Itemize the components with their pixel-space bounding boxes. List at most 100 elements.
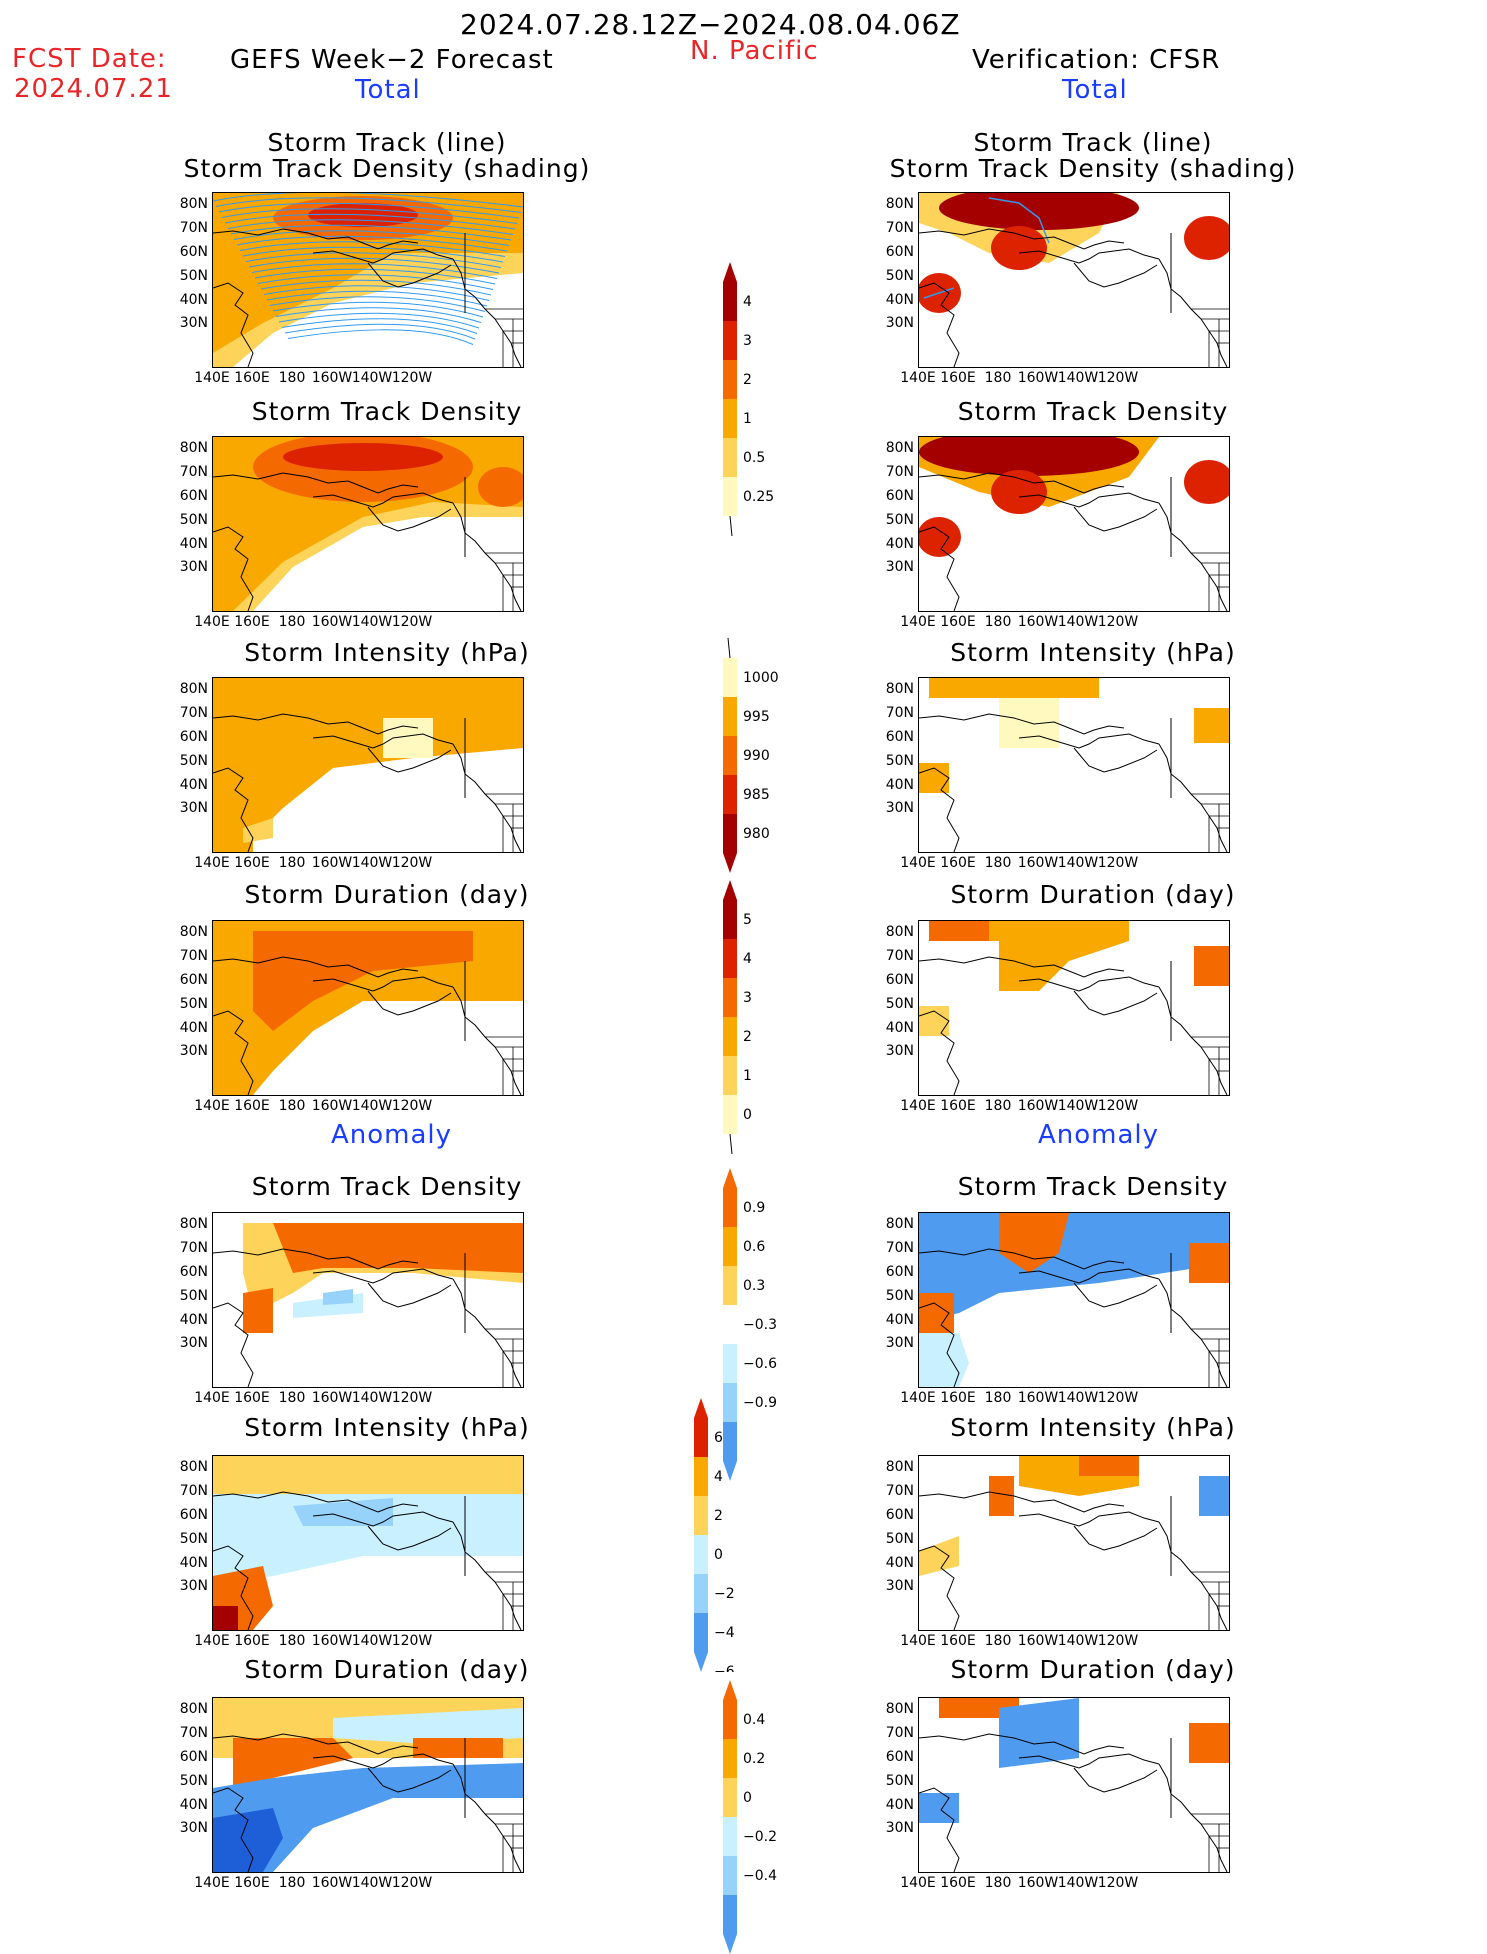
lat-tick-label: 50N: [885, 1773, 914, 1789]
lon-tick-label: 160W: [1017, 370, 1059, 386]
coastline: [213, 472, 419, 494]
title-intensity-right: Storm Intensity (hPa): [950, 638, 1236, 667]
colorbar-density-anom: 0.9 0.6 0.3 −0.3 −0.6 −0.9: [723, 1168, 777, 1481]
shade-core: [243, 1288, 273, 1333]
lon-tick-label: 160W: [311, 370, 353, 386]
shade-core: [1184, 460, 1229, 504]
coastline: [919, 1787, 960, 1872]
lat-tick-label: 70N: [885, 948, 914, 964]
colorbar-tick-label: 4: [743, 951, 752, 967]
shade-core: [939, 193, 1139, 230]
coastline: [213, 1491, 419, 1513]
lat-tick-label: 40N: [885, 777, 914, 793]
colorbar-tick-label: −6: [714, 1664, 735, 1672]
colorbar-segment: [723, 1305, 737, 1344]
lon-tick-label: 160E: [234, 614, 270, 630]
coastline: [919, 1491, 1125, 1513]
coastline: [312, 1511, 454, 1527]
title-track-shading-left: Storm Track Density (shading): [183, 154, 591, 183]
track-line: [272, 301, 484, 318]
shade-core: [919, 437, 1139, 476]
coastline: [919, 956, 1125, 978]
shade-core: [1079, 1456, 1139, 1476]
shade-region: [383, 718, 433, 758]
lon-tick-label: 120W: [1097, 1390, 1139, 1406]
verification-title: Verification: CFSR: [972, 45, 1221, 75]
lat-tick-label: 50N: [179, 1531, 208, 1547]
lat-tick-label: 50N: [885, 996, 914, 1012]
lon-tick-label: 140E: [900, 1098, 936, 1114]
shade-region: [1199, 1476, 1229, 1516]
lat-tick-label: 50N: [179, 996, 208, 1012]
lat-tick-label: 60N: [179, 244, 208, 260]
map-canvas-left-intensity_anom: [213, 1456, 523, 1630]
title-track-shading-right: Storm Track Density (shading): [889, 154, 1297, 183]
map-left-intensity: [212, 677, 524, 853]
colorbar-segment: [723, 438, 737, 477]
lon-tick-label: 160W: [1017, 1633, 1059, 1649]
coastline: [919, 713, 1125, 735]
track-line: [254, 268, 496, 285]
coastline: [1073, 990, 1158, 1016]
track-line: [275, 307, 482, 323]
lat-tick-label: 30N: [885, 1820, 914, 1836]
coastline: [312, 733, 454, 749]
track-line: [284, 323, 476, 340]
shade-region: [213, 1494, 523, 1586]
track-line: [218, 202, 520, 219]
colorbar-segment: [723, 360, 737, 399]
lat-tick-label: 30N: [885, 315, 914, 331]
map-canvas-right-duration_anom: [919, 1698, 1229, 1872]
colorbar-tick-label: 0.6: [743, 1239, 765, 1255]
colorbar-arrow-top: [723, 1680, 737, 1700]
track-line: [227, 219, 514, 235]
shade-core: [991, 470, 1047, 514]
colorbar-segment: [694, 1418, 708, 1457]
colorbar-segment: [723, 736, 737, 775]
map-canvas-left-track: [213, 193, 523, 367]
map-canvas-right-duration: [919, 921, 1229, 1095]
shade-core: [478, 467, 523, 507]
colorbar-tick-label: 0.25: [743, 489, 774, 505]
lat-tick-label: 80N: [179, 924, 208, 940]
colorbar-segment: [723, 321, 737, 360]
colorbar-segment: [723, 282, 737, 321]
shade-bg: [919, 678, 1229, 852]
lat-tick-label: 70N: [179, 1240, 208, 1256]
title-density-anom-left: Storm Track Density: [251, 1172, 523, 1201]
title-duration-left: Storm Duration (day): [244, 880, 530, 909]
colorbar-tick-label: −0.9: [743, 1395, 777, 1411]
lon-tick-label: 160E: [940, 1875, 976, 1891]
lon-tick-label: 140E: [194, 1098, 230, 1114]
colorbar-tick-label: 0.2: [743, 1751, 765, 1767]
coastline: [213, 1248, 419, 1270]
lon-tick-label: 140W: [1057, 1633, 1099, 1649]
track-line: [215, 197, 522, 213]
lon-tick-label: 160W: [1017, 614, 1059, 630]
lat-tick-label: 70N: [885, 705, 914, 721]
colorbar-tick-label: −2: [714, 1586, 735, 1602]
map-canvas-left-duration: [213, 921, 523, 1095]
shade-region: [213, 1763, 523, 1872]
lat-tick-label: 70N: [179, 464, 208, 480]
coastline: [312, 1753, 454, 1769]
colorbar-tick-label: −0.4: [743, 1868, 777, 1884]
coastline: [1073, 1767, 1158, 1793]
shade-core: [1184, 216, 1229, 260]
lon-tick-label: 120W: [1097, 1098, 1139, 1114]
fcst-date-label: FCST Date:: [12, 44, 167, 74]
lat-tick-label: 70N: [179, 1483, 208, 1499]
lon-tick-label: 140E: [194, 1390, 230, 1406]
coastline: [367, 1282, 452, 1308]
map-right-track: [918, 192, 1230, 368]
lon-tick-label: 180: [278, 370, 306, 386]
coastline: [1018, 1511, 1160, 1527]
lon-tick-label: 160E: [234, 855, 270, 871]
lat-tick-label: 80N: [179, 440, 208, 456]
coastline: [213, 1733, 419, 1755]
colorbar-tick-label: 2: [743, 372, 752, 388]
track-line: [281, 318, 478, 334]
colorbar-segment: [723, 1266, 737, 1305]
lon-tick-label: 180: [984, 614, 1012, 630]
title-track-line-right: Storm Track (line): [973, 128, 1213, 157]
